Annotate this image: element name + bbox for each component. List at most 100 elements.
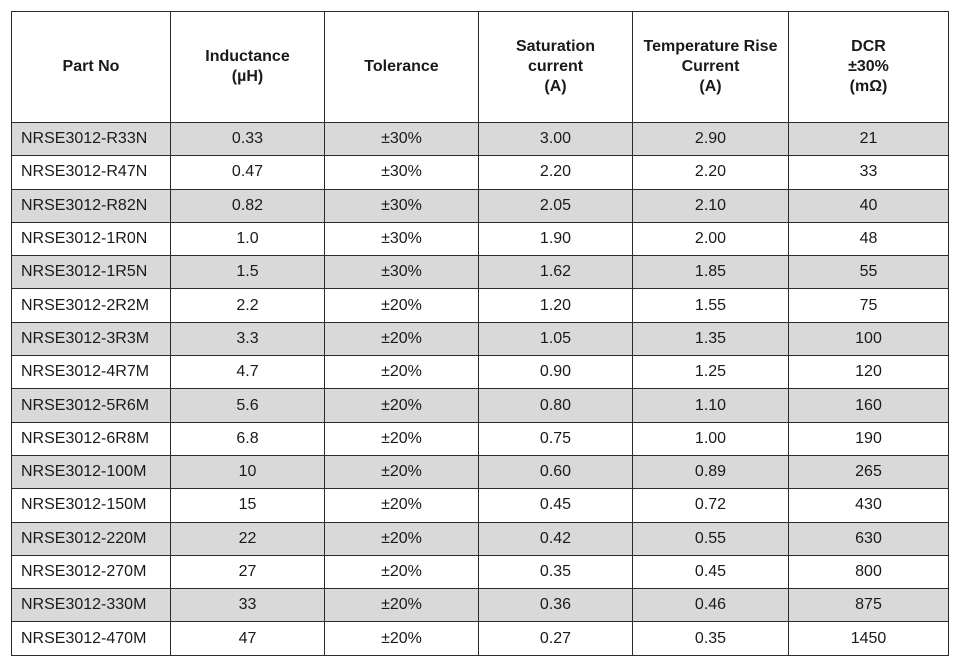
cell-inductance: 15 [170, 488, 325, 523]
cell-tolerance: ±20% [324, 621, 479, 656]
header-part-no: Part No [11, 11, 171, 123]
table-row: NRSE3012-R33N 0.33 ±30% 3.00 2.90 21 [11, 121, 949, 157]
cell-dcr: 160 [788, 388, 949, 423]
cell-temperature-rise-current: 0.35 [632, 621, 789, 656]
table-row: NRSE3012-4R7M 4.7 ±20% 0.90 1.25 120 [11, 355, 949, 390]
cell-tolerance: ±20% [324, 388, 479, 423]
cell-inductance: 10 [170, 454, 325, 490]
cell-inductance: 0.47 [170, 155, 325, 190]
cell-temperature-rise-current: 1.10 [632, 388, 789, 423]
cell-saturation-current: 0.80 [478, 388, 633, 423]
cell-temperature-rise-current: 2.00 [632, 221, 789, 257]
cell-temperature-rise-current: 1.00 [632, 421, 789, 456]
cell-inductance: 4.7 [170, 355, 325, 390]
cell-dcr: 33 [788, 155, 949, 190]
header-row: Part No Inductance (µH) Tolerance Saturation… [11, 11, 949, 123]
cell-tolerance: ±20% [324, 321, 479, 357]
cell-saturation-current: 0.27 [478, 621, 633, 656]
cell-temperature-rise-current: 1.85 [632, 255, 789, 290]
table-row: NRSE3012-3R3M 3.3 ±20% 1.05 1.35 100 [11, 321, 949, 357]
cell-inductance: 33 [170, 588, 325, 623]
cell-temperature-rise-current: 0.89 [632, 454, 789, 490]
cell-part-no: NRSE3012-100M [11, 454, 171, 490]
cell-temperature-rise-current: 2.90 [632, 121, 789, 157]
table-row: NRSE3012-470M 47 ±20% 0.27 0.35 1450 [11, 621, 949, 656]
cell-inductance: 3.3 [170, 321, 325, 357]
table-row: NRSE3012-6R8M 6.8 ±20% 0.75 1.00 190 [11, 421, 949, 456]
cell-inductance: 0.33 [170, 121, 325, 157]
table-row: NRSE3012-270M 27 ±20% 0.35 0.45 800 [11, 554, 949, 590]
cell-inductance: 1.0 [170, 221, 325, 257]
cell-saturation-current: 3.00 [478, 121, 633, 157]
header-dcr: DCR ±30% (mΩ) [788, 11, 949, 123]
inductor-spec-table: Part No Inductance (µH) Tolerance Saturation… [11, 11, 949, 656]
cell-inductance: 22 [170, 521, 325, 556]
cell-tolerance: ±20% [324, 554, 479, 590]
cell-part-no: NRSE3012-6R8M [11, 421, 171, 456]
cell-part-no: NRSE3012-R33N [11, 121, 171, 157]
cell-dcr: 430 [788, 488, 949, 523]
cell-dcr: 265 [788, 454, 949, 490]
cell-saturation-current: 0.60 [478, 454, 633, 490]
table-row: NRSE3012-R82N 0.82 ±30% 2.05 2.10 40 [11, 188, 949, 223]
header-inductance-line: Inductance [205, 48, 290, 65]
cell-part-no: NRSE3012-270M [11, 554, 171, 590]
cell-saturation-current: 1.90 [478, 221, 633, 257]
cell-saturation-current: 1.20 [478, 288, 633, 323]
cell-saturation-current: 0.36 [478, 588, 633, 623]
cell-saturation-current: 2.20 [478, 155, 633, 190]
cell-dcr: 55 [788, 255, 949, 290]
cell-inductance: 1.5 [170, 255, 325, 290]
cell-tolerance: ±20% [324, 288, 479, 323]
cell-saturation-current: 0.35 [478, 554, 633, 590]
cell-inductance: 2.2 [170, 288, 325, 323]
header-temperature-rise-current: Temperature Rise Current (A) [632, 11, 789, 123]
cell-tolerance: ±20% [324, 588, 479, 623]
cell-temperature-rise-current: 0.46 [632, 588, 789, 623]
cell-part-no: NRSE3012-1R5N [11, 255, 171, 290]
cell-dcr: 100 [788, 321, 949, 357]
header-saturation-current: Saturation current (A) [478, 11, 633, 123]
cell-inductance: 27 [170, 554, 325, 590]
header-saturation-current-line: current [527, 58, 584, 75]
cell-tolerance: ±20% [324, 355, 479, 390]
table-row: NRSE3012-100M 10 ±20% 0.60 0.89 265 [11, 454, 949, 490]
header-dcr-line: (mΩ) [849, 78, 888, 95]
cell-tolerance: ±30% [324, 188, 479, 223]
cell-saturation-current: 1.62 [478, 255, 633, 290]
header-temperature-rise-current-line: (A) [699, 78, 722, 95]
header-temperature-rise-current-line: Temperature Rise [643, 38, 778, 55]
cell-temperature-rise-current: 2.10 [632, 188, 789, 223]
cell-dcr: 800 [788, 554, 949, 590]
cell-dcr: 1450 [788, 621, 949, 656]
header-part-no-line: Part No [62, 58, 120, 75]
cell-part-no: NRSE3012-150M [11, 488, 171, 523]
table-row: NRSE3012-1R5N 1.5 ±30% 1.62 1.85 55 [11, 255, 949, 290]
header-inductance-line: (µH) [231, 68, 264, 85]
cell-saturation-current: 0.75 [478, 421, 633, 456]
cell-inductance: 5.6 [170, 388, 325, 423]
table-row: NRSE3012-2R2M 2.2 ±20% 1.20 1.55 75 [11, 288, 949, 323]
table-row: NRSE3012-220M 22 ±20% 0.42 0.55 630 [11, 521, 949, 556]
cell-dcr: 40 [788, 188, 949, 223]
cell-saturation-current: 1.05 [478, 321, 633, 357]
header-temperature-rise-current-line: Current [681, 58, 740, 75]
cell-dcr: 75 [788, 288, 949, 323]
header-tolerance: Tolerance [324, 11, 479, 123]
header-inductance: Inductance (µH) [170, 11, 325, 123]
table-row: NRSE3012-150M 15 ±20% 0.45 0.72 430 [11, 488, 949, 523]
cell-dcr: 120 [788, 355, 949, 390]
cell-tolerance: ±20% [324, 488, 479, 523]
cell-inductance: 47 [170, 621, 325, 656]
cell-tolerance: ±30% [324, 255, 479, 290]
cell-tolerance: ±30% [324, 221, 479, 257]
header-saturation-current-line: (A) [544, 78, 567, 95]
cell-part-no: NRSE3012-2R2M [11, 288, 171, 323]
cell-tolerance: ±20% [324, 421, 479, 456]
cell-saturation-current: 0.45 [478, 488, 633, 523]
cell-part-no: NRSE3012-1R0N [11, 221, 171, 257]
cell-part-no: NRSE3012-220M [11, 521, 171, 556]
cell-tolerance: ±30% [324, 155, 479, 190]
cell-dcr: 21 [788, 121, 949, 157]
cell-dcr: 48 [788, 221, 949, 257]
